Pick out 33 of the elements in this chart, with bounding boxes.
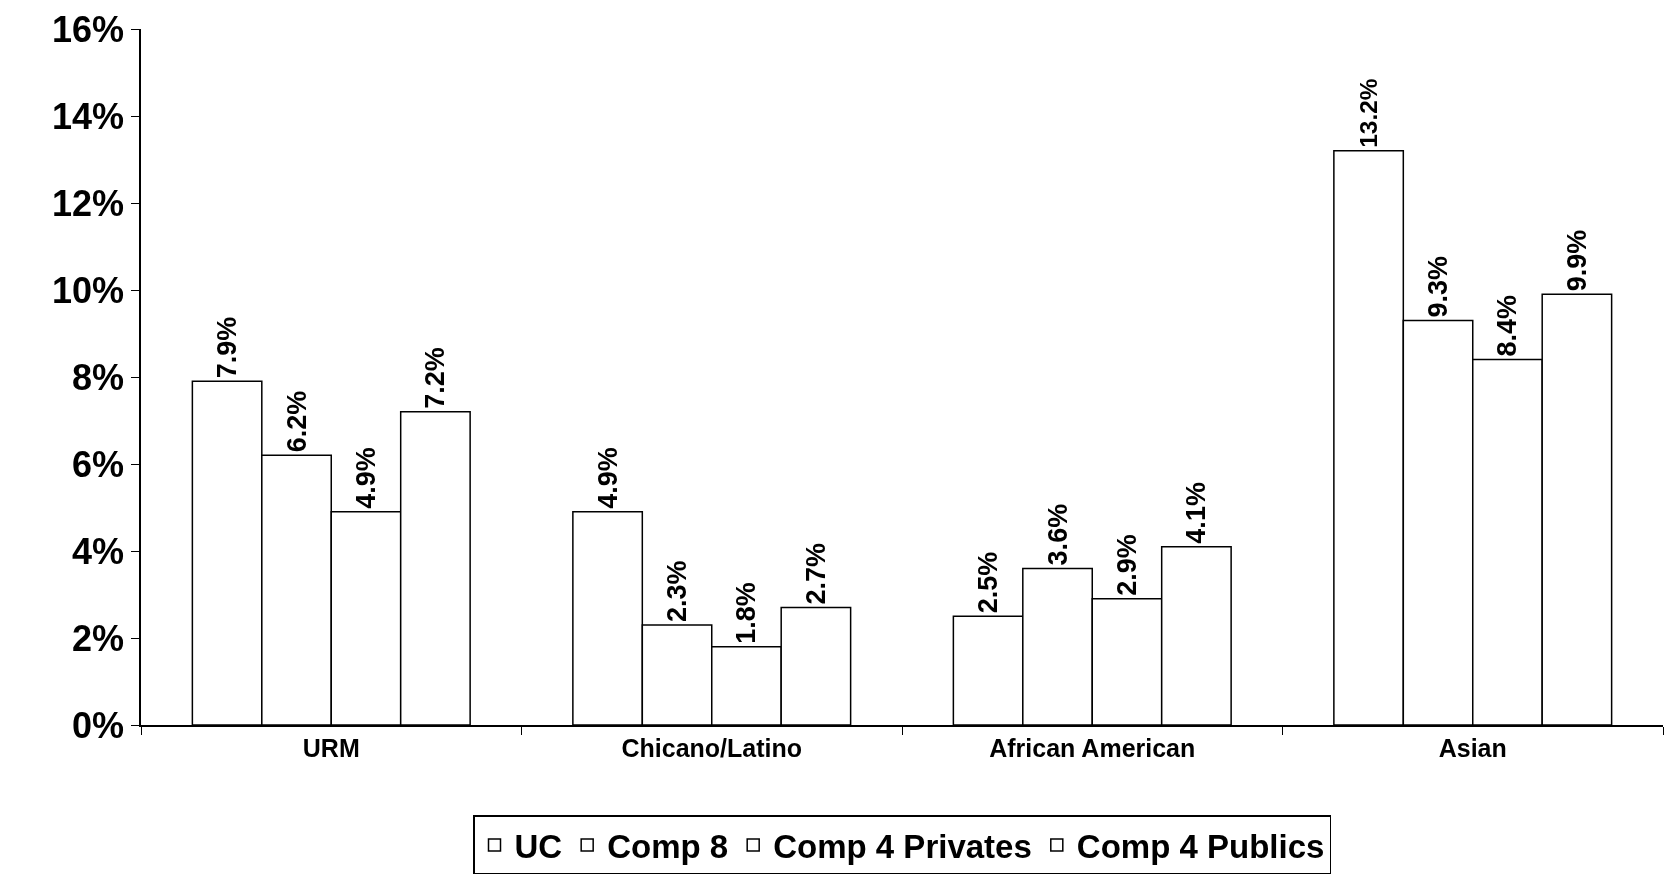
data-label: 13.2% [1354,78,1382,148]
y-tick-label: 6% [72,443,125,485]
data-label: 9.9% [1561,229,1592,292]
y-tick-label: 14% [51,95,125,137]
y-tick-label: 2% [72,617,125,659]
y-tick-label: 10% [51,269,125,311]
data-label: 7.9% [212,316,243,379]
x-tick-label: Chicano/Latino [621,733,803,762]
data-label: 1.8% [731,582,762,644]
y-tick-label: 0% [72,704,125,746]
y-tick-label: 4% [72,530,125,572]
legend-label: UC [514,827,563,865]
y-tick-label: 12% [51,182,125,224]
data-label: 2.5% [973,551,1004,614]
y-tick-label: 8% [72,356,125,398]
x-tick-label: African American [989,733,1196,762]
data-label: 2.7% [800,543,831,605]
y-tick-label: 16% [51,8,125,50]
data-label: 3.6% [1042,503,1073,566]
x-tick-label: URM [302,733,360,762]
legend-label: Comp 4 Publics [1076,827,1325,865]
data-label: 9.3% [1423,255,1454,318]
data-label: 4.1% [1181,482,1212,544]
data-label: 2.3% [662,560,693,622]
data-label: 8.4% [1492,295,1523,357]
legend-label: Comp 4 Privates [773,827,1032,865]
data-label: 4.9% [350,447,381,509]
legend-label: Comp 8 [607,827,729,865]
data-label: 4.9% [592,447,623,509]
x-tick-label: Asian [1438,733,1507,762]
data-label: 7.2% [420,347,451,409]
data-label: 2.9% [1111,534,1142,596]
data-label: 6.2% [281,390,312,453]
